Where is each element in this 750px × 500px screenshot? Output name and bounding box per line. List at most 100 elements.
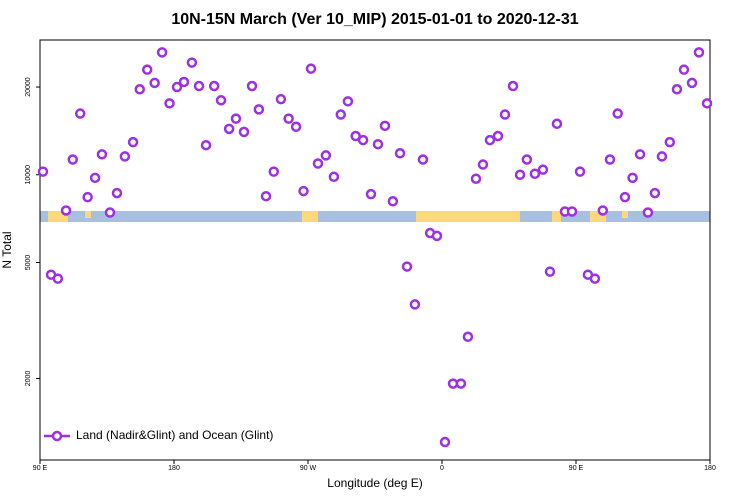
point <box>238 126 250 138</box>
ocean-strip <box>40 211 710 222</box>
point <box>492 130 504 142</box>
point <box>320 150 332 161</box>
point <box>693 47 705 58</box>
point <box>649 187 661 199</box>
point <box>298 185 309 197</box>
point <box>290 121 302 133</box>
point <box>215 95 227 106</box>
point <box>111 187 123 199</box>
point <box>260 190 272 202</box>
point <box>186 57 198 68</box>
point <box>529 168 541 179</box>
point <box>664 136 676 148</box>
x-tick-label: 180 <box>704 465 716 472</box>
point <box>67 154 79 165</box>
point <box>701 98 713 109</box>
map-strip <box>40 211 710 222</box>
point <box>612 108 623 119</box>
point <box>462 331 474 343</box>
point <box>350 130 361 142</box>
legend-label: Land (Nadir&Glint) and Ocean (Glint) <box>76 428 273 442</box>
land <box>85 211 91 218</box>
point <box>521 154 533 165</box>
point <box>574 166 586 177</box>
point <box>409 299 421 310</box>
land <box>302 211 318 222</box>
point <box>566 206 578 217</box>
point <box>328 171 340 183</box>
point <box>275 93 287 105</box>
point <box>365 188 377 200</box>
point <box>484 134 496 146</box>
point <box>357 134 369 146</box>
point <box>230 113 242 124</box>
point <box>379 120 391 132</box>
point <box>178 76 190 88</box>
point <box>141 64 153 75</box>
x-tick-label: 90 E <box>569 465 584 472</box>
point <box>52 273 64 284</box>
legend-marker <box>51 430 63 442</box>
point <box>119 151 131 162</box>
point <box>268 166 280 177</box>
point <box>642 207 654 218</box>
point <box>514 169 526 181</box>
point <box>335 109 347 120</box>
point <box>60 205 72 216</box>
chart-title: 10N-15N March (Ver 10_MIP) 2015-01-01 to… <box>171 11 578 28</box>
x-tick-label: 90 E <box>33 465 48 472</box>
point <box>342 96 354 107</box>
point <box>597 205 609 216</box>
point <box>127 136 139 148</box>
point <box>627 172 638 184</box>
point <box>619 191 631 203</box>
x-tick-label: 0 <box>440 465 444 472</box>
land <box>622 211 628 218</box>
point <box>634 149 646 160</box>
land <box>590 211 606 222</box>
point <box>193 80 205 92</box>
point <box>372 138 384 150</box>
point <box>134 84 146 95</box>
point <box>604 154 616 165</box>
point <box>417 154 429 165</box>
point <box>678 64 690 75</box>
point <box>104 207 116 218</box>
point <box>89 172 101 184</box>
point <box>431 230 443 242</box>
point <box>589 273 601 284</box>
point <box>686 77 698 89</box>
point <box>156 47 168 58</box>
point <box>246 80 258 92</box>
point <box>171 81 183 93</box>
point <box>312 158 324 169</box>
point <box>253 104 265 115</box>
point <box>96 149 108 160</box>
point <box>223 123 235 135</box>
point <box>200 139 212 151</box>
point <box>455 378 467 389</box>
point <box>671 84 683 95</box>
land <box>48 211 68 222</box>
point <box>507 80 519 92</box>
point <box>499 109 511 120</box>
point <box>470 173 482 184</box>
point <box>477 159 489 170</box>
plot-frame <box>39 39 711 461</box>
point <box>164 98 175 109</box>
point <box>283 113 294 124</box>
point <box>394 148 406 159</box>
point <box>656 151 668 162</box>
x-tick-label: 90 W <box>300 465 317 472</box>
point <box>401 261 413 272</box>
y-axis-label: N Total <box>0 231 14 268</box>
point <box>544 266 556 277</box>
land <box>552 211 561 222</box>
y-tick-label: 2000 <box>25 371 32 387</box>
point <box>387 196 399 207</box>
point <box>82 191 93 203</box>
point <box>74 108 86 119</box>
y-tick-label: 20000 <box>25 77 32 97</box>
point <box>439 436 451 448</box>
